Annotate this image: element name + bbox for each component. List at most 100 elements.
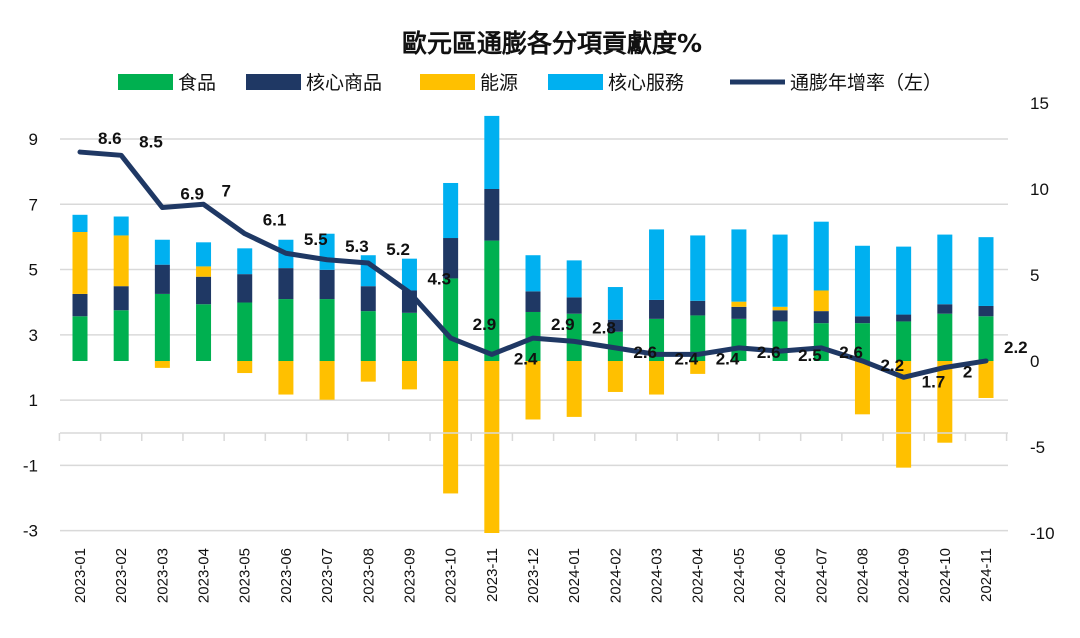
bar-segment-1: [484, 189, 500, 241]
category-label: 2024-03: [649, 548, 666, 603]
bar-segment-2: [196, 266, 212, 277]
left-axis-tick-label: 9: [29, 130, 38, 149]
right-axis-tick-label: -10: [1030, 524, 1055, 543]
data-label: 4.3: [427, 269, 451, 288]
bar-segment-3: [896, 246, 912, 315]
bar-segment-1: [607, 319, 623, 332]
bar-segment-0: [278, 299, 294, 361]
legend-label: 能源: [480, 72, 518, 94]
bar-segment-1: [237, 274, 253, 303]
bar-segment-0: [854, 323, 870, 361]
bar-segment-1: [813, 311, 829, 324]
bars: [72, 115, 994, 533]
data-label: 2.4: [675, 349, 699, 368]
bar-segment-2: [978, 361, 994, 398]
data-label: 2: [963, 362, 972, 381]
bar-segment-1: [566, 297, 582, 314]
bar-segment-0: [154, 293, 170, 361]
bar-segment-0: [566, 313, 582, 361]
right-axis-tick-label: -5: [1030, 438, 1045, 457]
category-label: 2024-07: [813, 548, 830, 603]
chart-title: 歐元區通膨各分項貢獻度%: [402, 29, 702, 58]
bar-segment-3: [401, 258, 417, 291]
category-label: 2024-01: [566, 548, 583, 603]
data-label: 6.1: [263, 211, 287, 230]
bar-segment-3: [649, 229, 665, 300]
bar-segment-2: [690, 361, 706, 374]
category-label: 2023-05: [237, 548, 254, 603]
bar-segment-0: [196, 304, 212, 361]
category-label: 2023-06: [278, 548, 295, 603]
bar-segment-2: [813, 290, 829, 312]
legend-label: 核心服務: [608, 72, 684, 94]
bar-segment-1: [772, 310, 788, 322]
bar-segment-1: [443, 238, 459, 279]
bar-segment-3: [443, 182, 459, 239]
bar-segment-3: [607, 287, 623, 320]
data-label: 5.2: [386, 240, 410, 259]
category-label: 2024-10: [937, 548, 954, 603]
category-label: 2023-11: [484, 548, 501, 602]
bar-segment-3: [854, 245, 870, 317]
left-axis-tick-label: 5: [29, 261, 38, 280]
bar-segment-0: [896, 321, 912, 361]
bar-segment-2: [731, 301, 747, 307]
category-label: 2023-04: [196, 548, 213, 603]
category-label: 2023-03: [154, 548, 171, 603]
legend-swatch-1: [246, 74, 301, 90]
bar-segment-2: [896, 361, 912, 468]
bar-segment-1: [360, 286, 376, 312]
data-label: 2.2: [1004, 338, 1028, 357]
bar-segment-3: [154, 239, 170, 265]
bar-segment-1: [196, 276, 212, 305]
legend-swatch-3: [548, 74, 603, 90]
bar-segment-2: [607, 361, 623, 392]
data-label: 6.9: [180, 185, 204, 204]
bar-segment-3: [196, 242, 212, 267]
bar-segment-3: [772, 234, 788, 307]
bar-segment-3: [113, 216, 129, 236]
axes: 9 7 5 3 1 -1 -3 15 10 5 0 -5 -10 2023-01 2023-02 2023-0…: [23, 94, 1055, 603]
bar-segment-0: [443, 278, 459, 361]
bar-segment-0: [649, 318, 665, 361]
data-label: 2.4: [514, 349, 538, 368]
bar-segment-2: [154, 361, 170, 368]
bar-segment-0: [937, 313, 953, 361]
bar-segment-3: [813, 221, 829, 291]
bar-segment-1: [319, 269, 335, 300]
category-label: 2023-10: [443, 548, 460, 603]
bar-segment-1: [937, 304, 953, 314]
data-label: 8.5: [139, 132, 163, 151]
data-label: 1.7: [922, 372, 946, 391]
legend-label: 通膨年增率（左）: [790, 72, 942, 94]
bar-segment-1: [731, 306, 747, 319]
category-label: 2023-07: [319, 548, 336, 603]
data-label: 5.3: [345, 237, 369, 256]
category-label: 2023-12: [525, 548, 542, 603]
bar-segment-2: [937, 361, 953, 443]
bar-segment-0: [360, 311, 376, 361]
bar-segment-3: [360, 255, 376, 287]
data-label: 2.4: [716, 349, 740, 368]
data-label: 2.6: [633, 343, 657, 362]
bar-segment-1: [649, 299, 665, 319]
left-axis-tick-label: 3: [29, 326, 38, 345]
bar-segment-1: [854, 316, 870, 324]
bar-segment-2: [237, 361, 253, 374]
category-label: 2024-11: [978, 548, 995, 602]
legend-swatch-0: [118, 74, 173, 90]
bar-segment-2: [360, 361, 376, 382]
bar-segment-0: [401, 312, 417, 361]
category-label: 2024-06: [772, 548, 789, 603]
bar-segment-3: [690, 235, 706, 301]
data-label: 2.9: [551, 315, 575, 334]
inflation-line: [77, 149, 989, 380]
bar-segment-3: [978, 237, 994, 306]
bar-segment-3: [237, 248, 253, 275]
data-label: 8.6: [98, 129, 122, 148]
bar-segment-1: [978, 305, 994, 317]
bar-segment-0: [978, 316, 994, 361]
bar-segment-1: [154, 264, 170, 294]
bar-segment-3: [731, 229, 747, 302]
legend-swatch-2: [420, 74, 475, 90]
